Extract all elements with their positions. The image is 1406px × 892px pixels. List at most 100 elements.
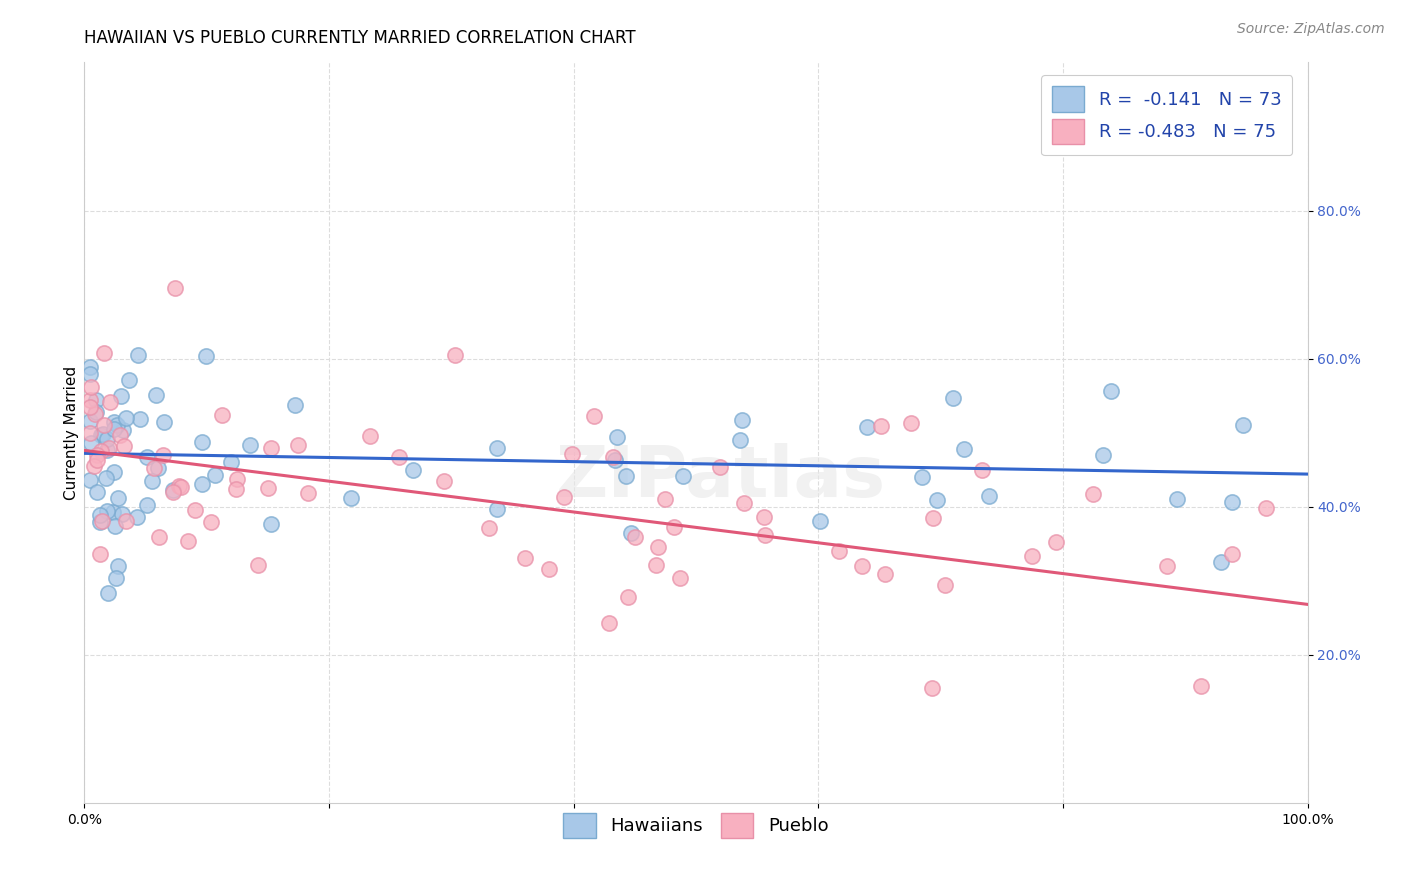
Point bbox=[873, 566, 896, 581]
Point bbox=[86, 448, 108, 462]
Point bbox=[153, 415, 176, 429]
Point bbox=[934, 577, 956, 591]
Point bbox=[1189, 679, 1212, 693]
Point bbox=[1021, 549, 1043, 564]
Point bbox=[340, 491, 363, 506]
Point bbox=[108, 427, 131, 442]
Point bbox=[538, 562, 561, 576]
Point bbox=[105, 571, 128, 585]
Point bbox=[162, 484, 184, 499]
Point bbox=[1209, 555, 1232, 569]
Point bbox=[211, 408, 233, 422]
Point bbox=[402, 463, 425, 477]
Point bbox=[284, 399, 307, 413]
Point bbox=[148, 461, 170, 475]
Legend: Hawaiians, Pueblo: Hawaiians, Pueblo bbox=[557, 805, 835, 846]
Point bbox=[79, 393, 101, 408]
Point bbox=[107, 559, 129, 574]
Point bbox=[79, 414, 101, 428]
Point bbox=[900, 416, 922, 430]
Point bbox=[79, 367, 101, 381]
Point bbox=[136, 450, 159, 464]
Point bbox=[219, 455, 242, 469]
Point bbox=[191, 435, 214, 450]
Point bbox=[111, 507, 134, 521]
Point bbox=[83, 458, 105, 473]
Point bbox=[239, 438, 262, 452]
Point bbox=[388, 450, 411, 465]
Point bbox=[260, 516, 283, 531]
Point bbox=[1081, 487, 1104, 501]
Point bbox=[125, 510, 148, 524]
Point bbox=[86, 484, 108, 499]
Point bbox=[733, 496, 755, 510]
Point bbox=[731, 412, 754, 426]
Point bbox=[583, 409, 606, 423]
Point bbox=[225, 483, 247, 497]
Point bbox=[754, 527, 776, 541]
Point bbox=[654, 492, 676, 507]
Point bbox=[1166, 491, 1188, 506]
Point bbox=[84, 392, 107, 407]
Point bbox=[163, 281, 186, 295]
Point bbox=[977, 489, 1000, 503]
Point bbox=[485, 501, 508, 516]
Point bbox=[115, 514, 138, 528]
Point bbox=[145, 388, 167, 402]
Point bbox=[645, 558, 668, 572]
Point bbox=[103, 422, 125, 436]
Point bbox=[184, 503, 207, 517]
Text: ZIPatlas: ZIPatlas bbox=[555, 442, 886, 511]
Point bbox=[105, 417, 128, 432]
Point bbox=[1222, 495, 1244, 509]
Point bbox=[1232, 417, 1254, 432]
Point bbox=[110, 389, 132, 403]
Point bbox=[602, 450, 624, 464]
Text: Source: ZipAtlas.com: Source: ZipAtlas.com bbox=[1237, 22, 1385, 37]
Point bbox=[90, 443, 112, 458]
Point bbox=[104, 518, 127, 533]
Point bbox=[672, 468, 695, 483]
Point bbox=[190, 476, 212, 491]
Point bbox=[297, 486, 319, 500]
Point bbox=[98, 441, 121, 455]
Point bbox=[856, 420, 879, 434]
Point bbox=[141, 474, 163, 488]
Point bbox=[90, 428, 112, 442]
Point bbox=[89, 515, 111, 529]
Point bbox=[89, 547, 111, 561]
Point bbox=[970, 463, 993, 477]
Point bbox=[96, 433, 118, 447]
Point bbox=[246, 558, 269, 573]
Point bbox=[84, 407, 107, 421]
Point bbox=[1099, 384, 1122, 399]
Point bbox=[80, 436, 103, 450]
Point bbox=[152, 448, 174, 462]
Point bbox=[921, 511, 943, 525]
Point bbox=[79, 426, 101, 441]
Point bbox=[598, 615, 620, 630]
Point bbox=[91, 514, 114, 528]
Point bbox=[808, 514, 831, 528]
Point bbox=[103, 465, 125, 479]
Point bbox=[115, 411, 138, 425]
Point bbox=[200, 515, 222, 529]
Point bbox=[620, 526, 643, 541]
Point bbox=[443, 348, 465, 362]
Point bbox=[96, 504, 118, 518]
Point bbox=[204, 468, 226, 483]
Point bbox=[1045, 535, 1067, 549]
Point bbox=[91, 427, 114, 442]
Point bbox=[921, 681, 943, 695]
Point bbox=[86, 453, 108, 467]
Point bbox=[941, 391, 963, 405]
Point bbox=[561, 447, 583, 461]
Point bbox=[1091, 448, 1114, 462]
Point bbox=[287, 438, 309, 452]
Point bbox=[170, 480, 193, 494]
Point bbox=[129, 412, 152, 426]
Point bbox=[669, 571, 692, 585]
Point bbox=[107, 491, 129, 506]
Point bbox=[112, 439, 135, 453]
Point bbox=[136, 498, 159, 512]
